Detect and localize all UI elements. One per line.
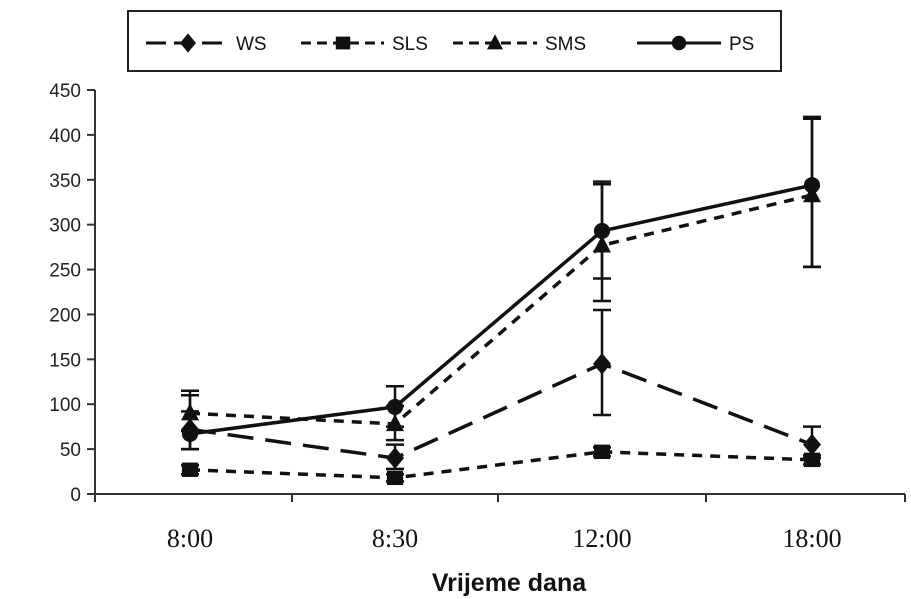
- legend-marker-square: [335, 36, 351, 50]
- y-tick-label: 150: [49, 350, 81, 371]
- legend-marker-diamond: [180, 33, 196, 53]
- data-point-sls: [593, 444, 611, 460]
- x-tick-label: 8:00: [167, 524, 213, 553]
- legend-marker-triangle: [487, 34, 503, 50]
- y-tick-label: 300: [49, 216, 81, 237]
- series-line-sms: [189, 193, 813, 426]
- x-tick-label: 12:00: [572, 524, 631, 553]
- data-point-sls: [803, 452, 821, 468]
- axes: 0 50 100 150 200 250 300 350 400 450 8:00 8:30 12:00…: [49, 81, 906, 553]
- series-line-sls: [189, 450, 813, 480]
- error-bars: [181, 115, 821, 483]
- legend-label: SMS: [545, 34, 586, 55]
- series-line-ws: [189, 362, 813, 460]
- data-point-ws: [386, 447, 404, 469]
- data-point-sls: [181, 462, 199, 477]
- data-point-ps: [181, 425, 199, 442]
- data-point-ps: [386, 398, 404, 416]
- data-point-sms: [386, 414, 404, 432]
- y-tick-label: 450: [49, 81, 81, 102]
- data-point-ws: [803, 433, 821, 456]
- y-tick-label: 400: [49, 126, 81, 147]
- data-point-ps: [803, 177, 821, 194]
- legend: WS SLS SMS PS: [127, 10, 782, 72]
- legend-item-ws: WS: [146, 33, 267, 55]
- y-tick-label: 350: [49, 171, 81, 192]
- x-tick-label: 8:30: [372, 524, 418, 553]
- legend-item-ps: PS: [637, 34, 754, 55]
- data-point-sls: [386, 470, 404, 486]
- x-axis-title: Vrijeme dana: [432, 569, 587, 597]
- legend-item-sls: SLS: [301, 34, 428, 55]
- y-tick-label: 100: [49, 395, 81, 416]
- legend-item-sms: SMS: [453, 34, 586, 55]
- series-line-ps: [189, 183, 813, 436]
- y-tick-label: 50: [60, 440, 81, 461]
- legend-label: PS: [729, 34, 754, 55]
- x-tick-label: 18:00: [782, 524, 841, 553]
- y-tick-label: 200: [49, 305, 81, 326]
- legend-marker-circle: [671, 35, 687, 51]
- legend-label: WS: [236, 34, 267, 55]
- data-point-ps: [593, 222, 611, 240]
- data-point-sms: [593, 235, 611, 253]
- data-point-ws: [593, 353, 611, 375]
- series-lines: [189, 183, 813, 480]
- y-tick-label: 0: [70, 485, 81, 506]
- legend-label: SLS: [392, 34, 428, 55]
- data-point-sms: [181, 403, 199, 421]
- data-point-sms: [803, 185, 821, 203]
- series-markers: [181, 177, 821, 486]
- y-tick-label: 250: [49, 261, 81, 282]
